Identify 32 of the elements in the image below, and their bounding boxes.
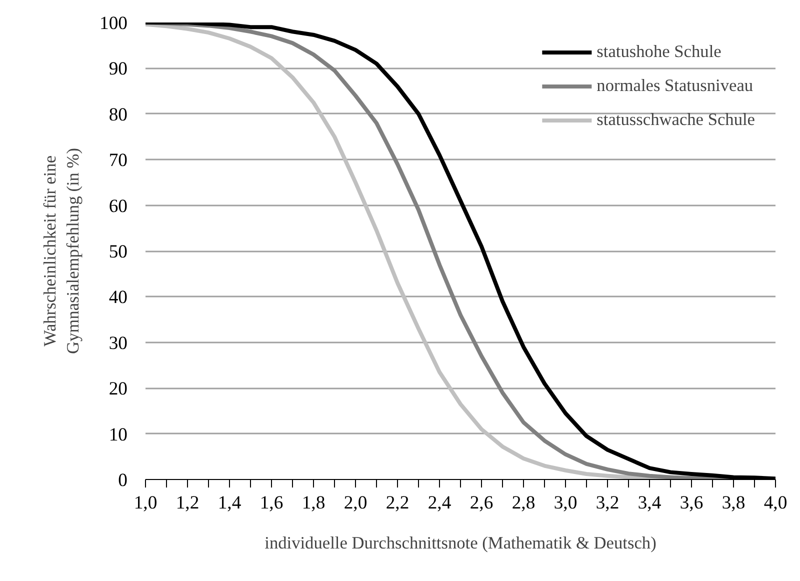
x-tick-label: 1,2 xyxy=(176,492,200,514)
x-tick-label: 3,8 xyxy=(722,492,746,514)
legend-label: statusschwache Schule xyxy=(596,110,755,130)
x-tick-label: 4,0 xyxy=(764,492,788,514)
x-tick-label: 2,0 xyxy=(344,492,368,514)
y-tick-label: 70 xyxy=(108,150,128,172)
x-tick-label: 3,0 xyxy=(554,492,578,514)
x-tick-label: 2,4 xyxy=(428,492,452,514)
x-tick-label: 3,4 xyxy=(638,492,662,514)
y-tick-label: 20 xyxy=(108,378,128,400)
x-tick-label: 3,6 xyxy=(680,492,704,514)
x-tick-label: 1,0 xyxy=(134,492,158,514)
y-tick-label: 10 xyxy=(108,424,128,446)
x-tick-label: 3,2 xyxy=(596,492,620,514)
x-tick-label: 1,6 xyxy=(260,492,284,514)
x-tick-label: 2,8 xyxy=(512,492,536,514)
x-tick-label: 1,8 xyxy=(302,492,326,514)
x-axis-title: individuelle Durchschnittsnote (Mathematik & Deutsch) xyxy=(264,534,657,552)
y-tick-label: 90 xyxy=(108,58,128,80)
y-tick-label: 100 xyxy=(100,13,128,34)
y-tick-label: 0 xyxy=(118,470,128,491)
y-tick-label: 50 xyxy=(108,242,128,262)
y-tick-label: 30 xyxy=(108,332,128,354)
legend-label: normales Statusniveau xyxy=(596,76,754,96)
x-tick-label: 1,4 xyxy=(218,492,242,514)
y-tick-label: 80 xyxy=(108,104,128,126)
x-tick-label: 2,6 xyxy=(470,492,494,514)
y-tick-label: 60 xyxy=(108,196,128,217)
y-axis-title: Wahrscheinlichkeit für eine Gymnasialempfehlung (in %) xyxy=(40,148,83,354)
legend-label: statushohe Schule xyxy=(596,42,722,62)
y-tick-label: 40 xyxy=(108,287,128,308)
x-tick-label: 2,2 xyxy=(386,492,410,514)
